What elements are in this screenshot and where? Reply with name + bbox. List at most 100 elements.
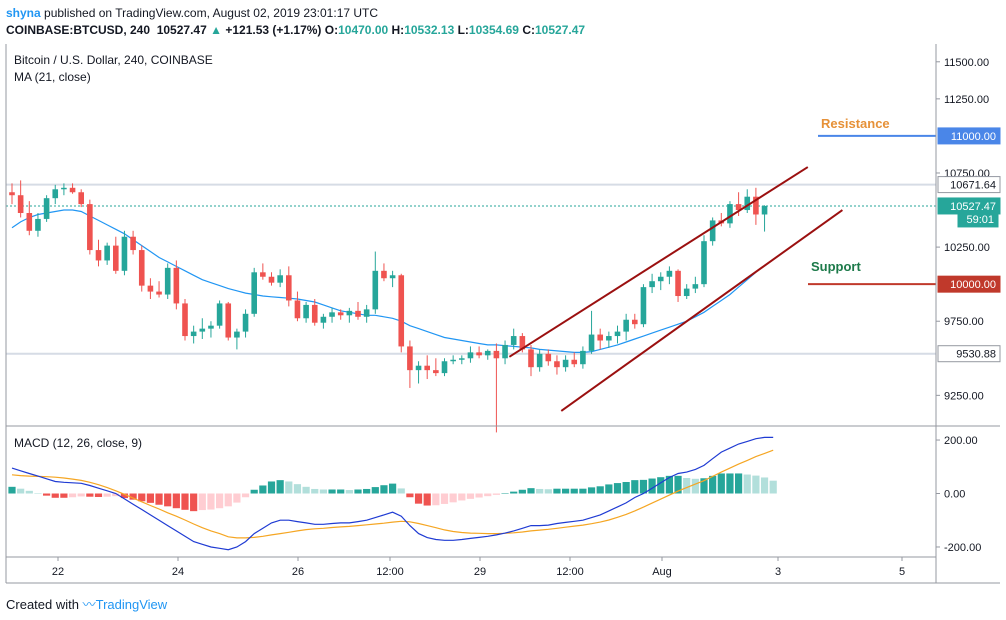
macd-histogram-bar	[120, 493, 129, 499]
candle-body	[311, 304, 318, 323]
macd-histogram-bar	[207, 493, 215, 510]
candle	[701, 235, 707, 288]
candle-body	[303, 304, 309, 319]
candle	[173, 260, 180, 310]
macd-histogram-bar	[579, 488, 587, 494]
macd-histogram-bar	[129, 493, 137, 500]
candle-body	[329, 312, 335, 317]
candle	[95, 239, 102, 267]
candle	[311, 298, 318, 326]
candle	[562, 355, 569, 372]
macd-histogram-bar	[302, 486, 310, 494]
chart-area[interactable]: Bitcoin / U.S. Dollar, 240, COINBASE MA (…	[0, 44, 1006, 584]
macd-histogram-bar	[665, 475, 673, 494]
up-arrow-icon: ▲	[210, 23, 222, 37]
candle-body	[424, 365, 430, 371]
macd-histogram-bar	[596, 486, 604, 494]
candle-body	[398, 275, 405, 347]
candle	[43, 195, 50, 222]
tradingview-brand[interactable]: TradingView	[95, 597, 168, 612]
macd-histogram-bar	[103, 493, 111, 497]
candle-body	[381, 270, 387, 279]
macd-histogram-bar	[683, 477, 691, 494]
macd-histogram-bar	[190, 493, 198, 512]
macd-histogram-bar	[631, 480, 639, 494]
last-price: 10527.47	[156, 23, 207, 37]
candle	[61, 183, 67, 196]
macd-histogram-bar	[51, 493, 59, 498]
time-axis-label: Aug	[652, 566, 672, 578]
candle-body	[407, 346, 413, 371]
macd-histogram-bar	[259, 485, 267, 494]
candle	[510, 328, 517, 350]
candle	[666, 266, 673, 285]
candle-body	[35, 218, 41, 231]
macd-title: MACD (12, 26, close, 9)	[14, 436, 142, 450]
candle-body	[147, 285, 154, 292]
candle	[709, 217, 716, 246]
pane-frame: 11500.0011250.0010750.0010250.009750.009…	[5, 44, 1001, 584]
candle	[381, 263, 387, 282]
candle	[372, 251, 379, 314]
candle-body	[320, 316, 327, 323]
time-axis-label: 22	[52, 566, 64, 578]
candle-body	[597, 334, 603, 341]
candle	[199, 318, 206, 340]
candle-body	[389, 275, 396, 279]
candle-body	[355, 310, 361, 317]
candle	[294, 291, 301, 322]
candle-body	[623, 319, 629, 332]
macd-histogram-bar	[337, 489, 345, 494]
candle-body	[156, 291, 162, 295]
candle-body	[675, 270, 681, 297]
candle	[606, 331, 612, 348]
candle-body	[571, 359, 578, 365]
ma-line	[11, 209, 757, 353]
price-axis-label: 9750.00	[944, 316, 984, 328]
macd-histogram-bar	[155, 493, 163, 505]
macd-histogram-bar	[735, 473, 743, 494]
support-label: Support	[811, 259, 861, 274]
macd-histogram-bar	[138, 493, 146, 502]
candle-body	[363, 309, 370, 317]
macd-histogram-bar	[363, 488, 371, 494]
candle-body	[277, 275, 283, 283]
price-tag-box	[937, 275, 1001, 293]
macd-histogram-bar	[752, 475, 760, 494]
candle	[26, 201, 33, 236]
macd-histogram-bar	[562, 488, 570, 494]
close-value: 10527.47	[535, 23, 586, 37]
candle	[753, 187, 759, 225]
macd-histogram-bar	[43, 493, 51, 496]
candle	[156, 281, 162, 298]
candle-body	[606, 336, 612, 341]
candle	[657, 272, 664, 291]
candle	[476, 346, 482, 359]
macd-histogram-bar	[311, 488, 319, 494]
macd-histogram-bar	[691, 478, 699, 494]
candle	[69, 183, 76, 194]
macd-histogram-bar	[648, 478, 656, 494]
candle-body	[251, 272, 257, 314]
macd-histogram-bar	[328, 489, 336, 494]
macd-histogram-bar	[518, 489, 526, 494]
author-link[interactable]: shyna	[6, 6, 41, 20]
macd-histogram-bar	[743, 474, 751, 494]
candle	[459, 355, 465, 365]
published-text: published on TradingView.com, August 02,…	[44, 6, 379, 20]
candle	[389, 270, 396, 288]
candle-body	[433, 370, 439, 374]
candle-body	[502, 344, 508, 359]
price-axis-label: 9250.00	[944, 390, 984, 402]
candle	[545, 349, 552, 366]
candle	[216, 300, 223, 329]
price-tag-label: 59:01	[966, 214, 994, 226]
ma-indicator-label: MA (21, close)	[14, 70, 91, 84]
price-tag-box	[937, 176, 1001, 194]
price-tag-box	[937, 345, 1001, 363]
candle-body	[182, 303, 188, 337]
time-axis-label: 12:00	[376, 566, 404, 578]
candle-body	[260, 272, 266, 277]
macd-histogram-bar	[68, 493, 77, 498]
candle	[761, 205, 768, 232]
